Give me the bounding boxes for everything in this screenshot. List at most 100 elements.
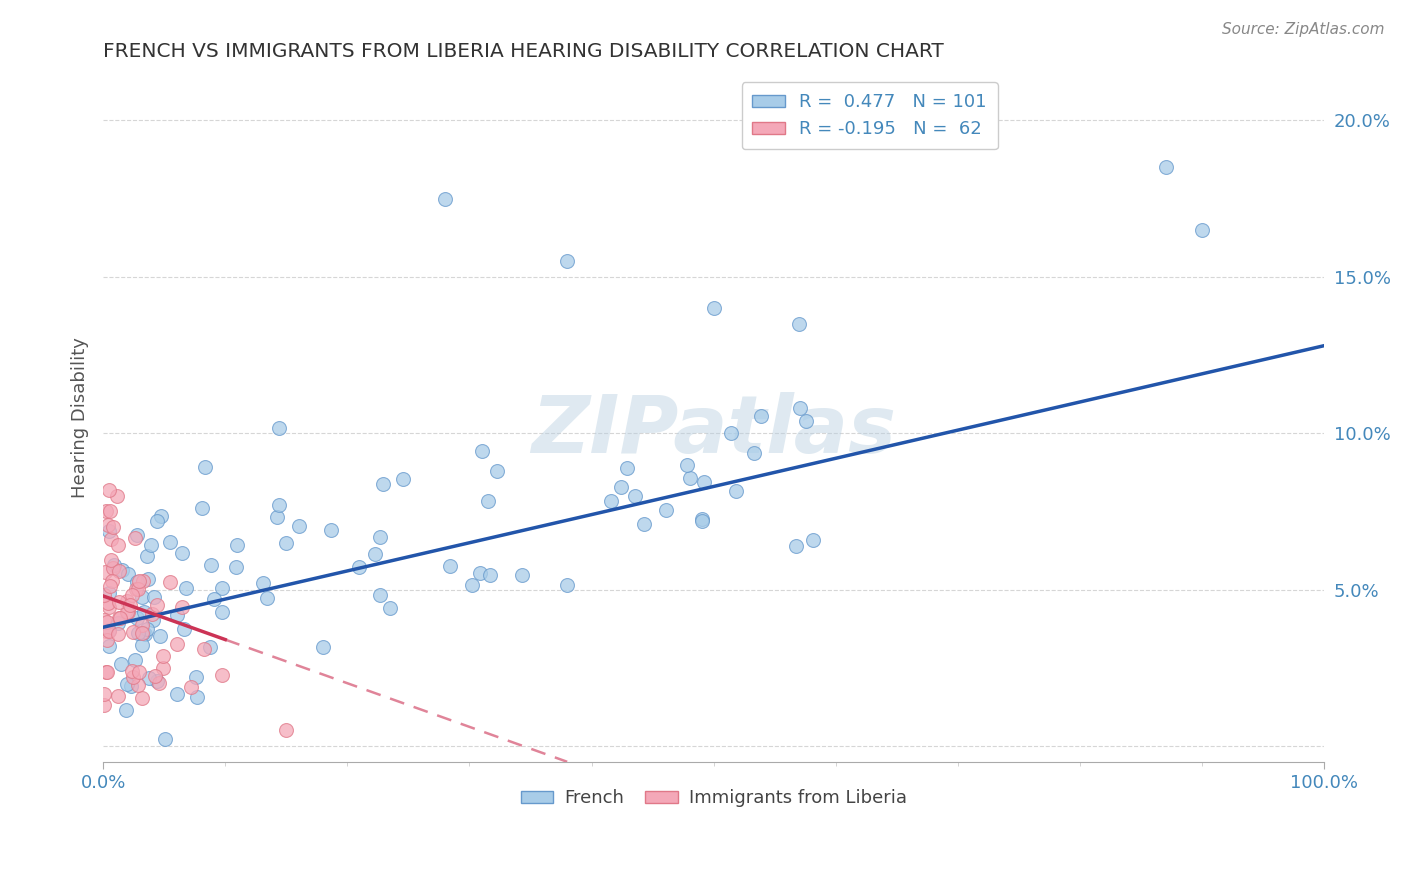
Point <box>610 480 633 494</box>
Text: ZIPatlas: ZIPatlas <box>531 392 896 470</box>
Point <box>115 594 138 608</box>
Point <box>485 464 508 478</box>
Point <box>120 679 142 693</box>
Point <box>98 623 121 637</box>
Point <box>150 508 173 523</box>
Point <box>312 640 335 654</box>
Point <box>166 637 188 651</box>
Point <box>107 626 129 640</box>
Point <box>724 483 747 498</box>
Point <box>186 690 208 704</box>
Point <box>121 625 143 640</box>
Point <box>110 657 132 671</box>
Point <box>676 458 699 472</box>
Point <box>159 574 181 589</box>
Point <box>191 500 214 515</box>
Point <box>121 670 143 684</box>
Point <box>131 617 153 632</box>
Text: FRENCH VS IMMIGRANTS FROM LIBERIA HEARING DISABILITY CORRELATION CHART: FRENCH VS IMMIGRANTS FROM LIBERIA HEARIN… <box>103 42 943 61</box>
Point <box>555 254 578 268</box>
Point <box>200 640 222 654</box>
Point <box>380 601 402 615</box>
Point <box>371 477 394 491</box>
Point <box>170 546 193 560</box>
Point <box>266 509 288 524</box>
Point <box>693 475 716 490</box>
Point <box>98 483 121 497</box>
Point <box>132 574 155 588</box>
Point <box>125 574 148 589</box>
Point <box>202 592 225 607</box>
Point <box>96 665 118 680</box>
Point <box>225 559 247 574</box>
Point <box>173 622 195 636</box>
Point <box>180 681 202 695</box>
Point <box>269 498 291 512</box>
Point <box>100 553 122 567</box>
Point <box>132 626 155 640</box>
Point <box>103 558 125 572</box>
Point <box>146 598 169 612</box>
Point <box>94 565 117 579</box>
Point <box>274 536 297 550</box>
Point <box>142 590 165 604</box>
Point <box>785 540 807 554</box>
Point <box>148 675 170 690</box>
Point <box>125 528 148 542</box>
Point <box>471 443 494 458</box>
Point <box>110 611 132 625</box>
Point <box>479 568 502 582</box>
Point <box>751 409 773 423</box>
Point <box>616 460 638 475</box>
Point <box>789 401 811 416</box>
Point <box>93 698 115 713</box>
Point <box>93 687 115 701</box>
Point <box>256 591 278 606</box>
Point <box>194 460 217 475</box>
Point <box>439 558 461 573</box>
Point <box>115 605 138 619</box>
Point <box>555 577 578 591</box>
Point <box>742 446 765 460</box>
Point <box>690 511 713 525</box>
Point <box>131 691 153 706</box>
Point <box>118 598 141 612</box>
Point <box>127 625 149 640</box>
Point <box>127 678 149 692</box>
Point <box>193 641 215 656</box>
Point <box>107 616 129 631</box>
Point <box>124 531 146 545</box>
Point <box>117 605 139 619</box>
Point <box>96 615 118 629</box>
Point <box>136 572 159 586</box>
Point <box>94 624 117 638</box>
Point <box>796 414 818 428</box>
Point <box>461 578 484 592</box>
Point <box>146 514 169 528</box>
Point <box>98 599 121 614</box>
Point <box>131 590 153 604</box>
Point <box>152 661 174 675</box>
Point <box>392 472 415 486</box>
Point <box>347 560 370 574</box>
Point <box>654 502 676 516</box>
Point <box>97 596 120 610</box>
Point <box>186 670 208 684</box>
Point <box>141 607 163 621</box>
Point <box>100 533 122 547</box>
Point <box>127 582 149 596</box>
Point <box>633 516 655 531</box>
Point <box>125 582 148 596</box>
Point <box>1154 161 1177 175</box>
Point <box>703 301 725 315</box>
Point <box>105 489 128 503</box>
Point <box>131 626 153 640</box>
Point <box>94 504 117 518</box>
Point <box>159 534 181 549</box>
Point <box>624 489 647 503</box>
Point <box>720 426 742 441</box>
Point <box>599 494 621 508</box>
Point <box>166 687 188 701</box>
Point <box>115 702 138 716</box>
Point <box>143 668 166 682</box>
